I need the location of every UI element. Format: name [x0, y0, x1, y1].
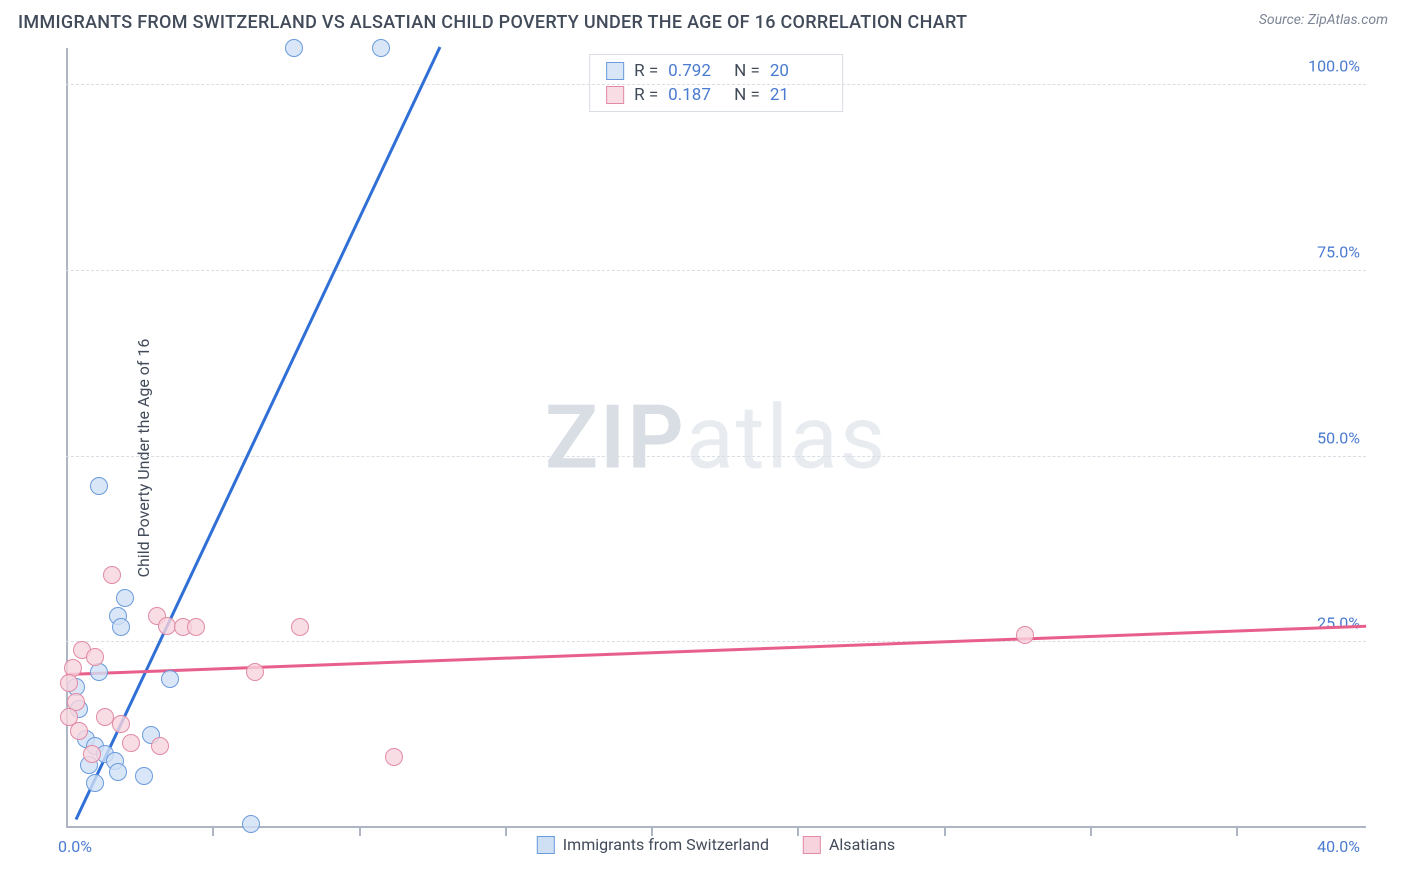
- series-legend-item: Alsatians: [803, 835, 895, 854]
- x-tick-mark: [359, 828, 361, 836]
- source-label: Source: ZipAtlas.com: [1259, 12, 1388, 28]
- data-point: [291, 618, 309, 636]
- series-legend-item: Immigrants from Switzerland: [537, 835, 769, 854]
- x-tick-mark: [1236, 828, 1238, 836]
- data-point: [70, 722, 88, 740]
- data-point: [1016, 626, 1034, 644]
- data-point: [135, 767, 153, 785]
- data-point: [161, 670, 179, 688]
- chart-title: IMMIGRANTS FROM SWITZERLAND VS ALSATIAN …: [18, 12, 967, 33]
- data-point: [103, 566, 121, 584]
- data-point: [112, 715, 130, 733]
- stats-legend-row: R =0.187N =21: [606, 83, 826, 107]
- gridline: [66, 84, 1366, 85]
- x-tick-mark: [651, 828, 653, 836]
- data-point: [83, 745, 101, 763]
- plot-area: ZIPatlas R =0.792N =20R =0.187N =21 Immi…: [66, 48, 1366, 828]
- data-point: [385, 748, 403, 766]
- data-point: [109, 763, 127, 781]
- data-point: [86, 648, 104, 666]
- stats-legend: R =0.792N =20R =0.187N =21: [589, 54, 843, 112]
- x-tick-max: 40.0%: [1317, 837, 1360, 856]
- y-tick-label: 25.0%: [1317, 614, 1360, 633]
- x-tick-mark: [1090, 828, 1092, 836]
- data-point: [116, 589, 134, 607]
- x-axis: [66, 826, 1366, 828]
- x-tick-mark: [944, 828, 946, 836]
- gridline: [66, 270, 1366, 271]
- stats-legend-row: R =0.792N =20: [606, 59, 826, 83]
- y-tick-label: 75.0%: [1317, 242, 1360, 261]
- x-tick-mark: [212, 828, 214, 836]
- data-point: [285, 39, 303, 57]
- gridline: [66, 456, 1366, 457]
- x-tick-mark: [797, 828, 799, 836]
- data-point: [372, 39, 390, 57]
- series-legend: Immigrants from Switzerland Alsatians: [537, 835, 895, 854]
- y-tick-label: 50.0%: [1317, 428, 1360, 447]
- data-point: [242, 815, 260, 833]
- x-tick-min: 0.0%: [58, 837, 92, 856]
- data-point: [90, 477, 108, 495]
- data-point: [122, 734, 140, 752]
- data-point: [86, 774, 104, 792]
- data-point: [112, 618, 130, 636]
- data-point: [60, 674, 78, 692]
- trend-line: [74, 46, 441, 820]
- watermark: ZIPatlas: [545, 387, 887, 490]
- gridline: [66, 641, 1366, 642]
- data-point: [246, 663, 264, 681]
- x-tick-mark: [505, 828, 507, 836]
- y-tick-label: 100.0%: [1308, 57, 1360, 76]
- data-point: [151, 737, 169, 755]
- chart-container: Child Poverty Under the Age of 16 ZIPatl…: [34, 48, 1386, 868]
- data-point: [187, 618, 205, 636]
